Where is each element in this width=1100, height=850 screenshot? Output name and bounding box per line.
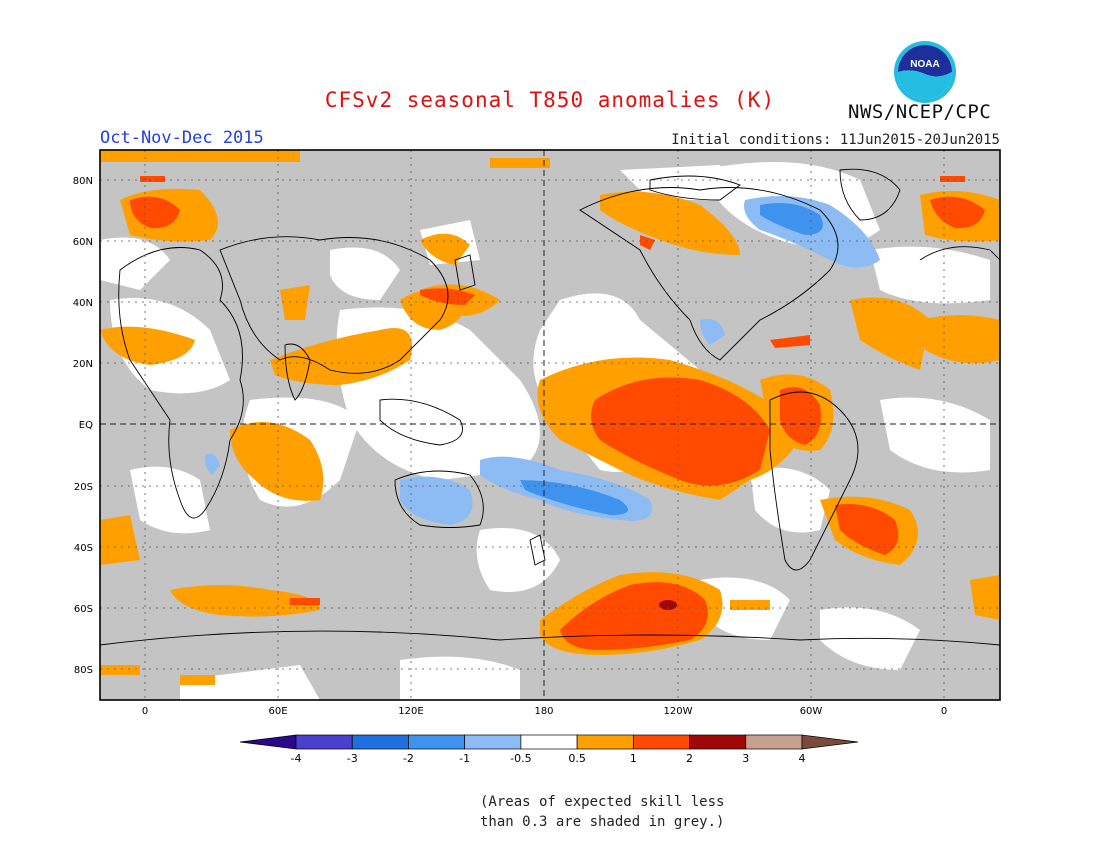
lat-label: 20S bbox=[74, 482, 93, 493]
colorbar-arrow-high bbox=[801, 734, 859, 750]
noaa-logo: NOAA bbox=[894, 41, 956, 103]
lat-label: 40S bbox=[74, 543, 93, 554]
latitude-axis: 80N 60N 40N 20N EQ 20S 40S 60S 80S bbox=[73, 176, 93, 676]
lat-label: 20N bbox=[73, 359, 93, 370]
warm-anomalies-strong bbox=[130, 176, 985, 650]
colorbar-box bbox=[520, 734, 578, 750]
colorbar: -4 -3 -2 -1 -0.5 0.5 1 2 3 4 bbox=[239, 734, 859, 765]
lat-label: 40N bbox=[73, 298, 93, 309]
map-plot-area bbox=[100, 150, 1000, 700]
colorbar-box bbox=[351, 734, 409, 750]
lon-label: 120W bbox=[664, 706, 693, 717]
lat-label: 60N bbox=[73, 237, 93, 248]
map-title: CFSv2 seasonal T850 anomalies (K) bbox=[324, 88, 776, 112]
graticule bbox=[100, 150, 1000, 700]
colorbar-tick-label: 1 bbox=[630, 752, 637, 765]
colorbar-box bbox=[408, 734, 466, 750]
colorbar-tick-label: -1 bbox=[459, 752, 470, 765]
lon-label: 180 bbox=[534, 706, 553, 717]
lat-label: EQ bbox=[79, 420, 93, 431]
skill-footnote: (Areas of expected skill less than 0.3 a… bbox=[480, 792, 724, 832]
colorbar-box bbox=[745, 734, 803, 750]
reference-lines bbox=[100, 150, 1000, 700]
longitude-axis: 0 60E 120E 180 120W 60W 0 bbox=[142, 706, 947, 717]
lon-label: 0 bbox=[142, 706, 148, 717]
colorbar-arrow-low bbox=[239, 734, 297, 750]
colorbar-tick-label: 0.5 bbox=[568, 752, 586, 765]
colorbar-tick-label: 2 bbox=[686, 752, 693, 765]
logo-text: NOAA bbox=[910, 59, 939, 70]
colorbar-tick-label: 3 bbox=[742, 752, 749, 765]
colorbar-tick-label: -0.5 bbox=[510, 752, 531, 765]
footnote-line-2: than 0.3 are shaded in grey.) bbox=[480, 814, 725, 830]
colorbar-tick-label: 4 bbox=[799, 752, 806, 765]
colorbar-box bbox=[632, 734, 690, 750]
strong-warm-core bbox=[659, 600, 677, 610]
colorbar-tick-label: -4 bbox=[291, 752, 302, 765]
footnote-line-1: (Areas of expected skill less bbox=[480, 794, 725, 810]
coastlines bbox=[100, 168, 1000, 646]
colorbar-box bbox=[576, 734, 634, 750]
colorbar-box bbox=[689, 734, 747, 750]
lon-label: 0 bbox=[941, 706, 947, 717]
organization-label: NWS/NCEP/CPC bbox=[848, 101, 992, 123]
period-label: Oct-Nov-Dec 2015 bbox=[100, 128, 264, 148]
colorbar-tick-label: -3 bbox=[347, 752, 358, 765]
colorbar-tick-label: -2 bbox=[403, 752, 414, 765]
lat-label: 80N bbox=[73, 176, 93, 187]
colorbar-box bbox=[295, 734, 353, 750]
negative-anomalies bbox=[204, 196, 880, 525]
lat-label: 80S bbox=[74, 665, 93, 676]
map-frame bbox=[99, 149, 1001, 701]
lat-label: 60S bbox=[74, 604, 93, 615]
colorbar-box bbox=[464, 734, 522, 750]
initial-conditions-label: Initial conditions: 11Jun2015-20Jun2015 bbox=[671, 132, 1000, 148]
lon-label: 120E bbox=[398, 706, 423, 717]
lon-label: 60W bbox=[800, 706, 823, 717]
lon-label: 60E bbox=[268, 706, 287, 717]
